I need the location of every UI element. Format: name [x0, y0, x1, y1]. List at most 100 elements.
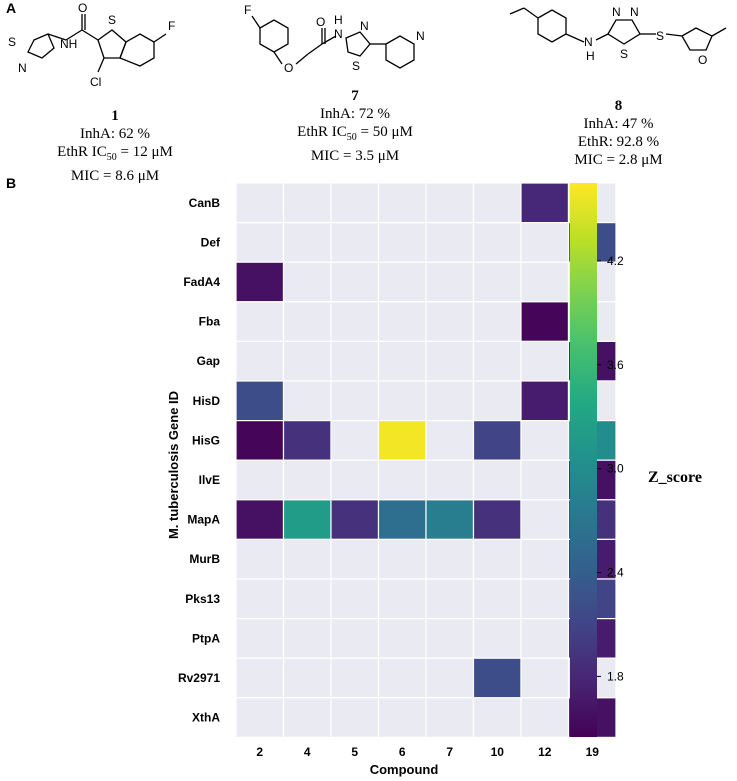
heatmap-cell [235, 459, 285, 501]
heatmap-cells [235, 182, 617, 738]
y-tick-label: IlvE [199, 473, 220, 487]
heatmap-cell [235, 222, 285, 263]
heatmap-cell [235, 657, 285, 699]
heatmap-cell [330, 261, 380, 303]
y-tick-label: PtpA [192, 631, 220, 645]
heatmap-cell [330, 459, 380, 501]
heatmap-cell [520, 222, 570, 263]
x-tick-label: 2 [256, 745, 263, 759]
heatmap-cell [520, 261, 570, 303]
mic-value: MIC = 2.8 μM [574, 152, 663, 168]
atom-o: O [698, 53, 707, 67]
heatmap-cell [235, 182, 285, 224]
atom-o: O [284, 61, 293, 75]
y-tick-label: MapA [187, 513, 220, 527]
heatmap-cell [425, 222, 475, 263]
atom-h: H [586, 49, 595, 63]
y-tick-label: MurB [189, 552, 220, 566]
heatmap-cell [377, 538, 427, 580]
heatmap-cell [330, 380, 380, 422]
heatmap-cell [235, 617, 285, 659]
heatmap-cell [330, 617, 380, 659]
heatmap-cell [377, 182, 427, 224]
heatmap-cell [425, 578, 475, 620]
colorbar-tick-label: 2.4 [607, 566, 624, 580]
heatmap-cell [425, 697, 475, 738]
atom-n: N [612, 5, 621, 19]
heatmap-cell [282, 261, 332, 303]
atom-n: N [416, 29, 425, 43]
heatmap-cell [520, 459, 570, 501]
y-tick-label: Def [201, 235, 221, 249]
heatmap-cell [330, 420, 380, 461]
mic-value: MIC = 3.5 μM [310, 148, 400, 164]
heatmap-cell [472, 420, 522, 461]
atom-n: N [18, 61, 27, 75]
atom-s: S [620, 47, 628, 61]
atom-s: S [352, 59, 360, 73]
heatmap-cell [330, 657, 380, 699]
heatmap-cell [520, 420, 570, 461]
heatmap-cell [520, 617, 570, 659]
ethr-value: EthR IC50 = 12 μM [57, 144, 173, 163]
heatmap-cell [330, 538, 380, 580]
heatmap-cell [282, 657, 332, 699]
ethr-value: EthR IC50 = 50 μM [297, 124, 413, 143]
heatmap-cell [425, 657, 475, 699]
heatmap-cell [282, 538, 332, 580]
heatmap-cell [472, 261, 522, 303]
inha-value: InhA: 72 % [320, 106, 390, 122]
heatmap-cell [425, 459, 475, 501]
heatmap-cell [377, 340, 427, 382]
heatmap-cell [520, 657, 570, 699]
compound-7: F O O H N N S N 7 InhA: 72 % EthR IC50 =… [230, 0, 480, 165]
heatmap-cell [282, 380, 332, 422]
y-tick-label: CanB [189, 196, 221, 210]
colorbar-label: Z_score [648, 469, 702, 486]
heatmap-cell [282, 499, 332, 540]
compound-number: 8 [614, 98, 623, 114]
heatmap-cell [377, 261, 427, 303]
mic-value: MIC = 8.6 μM [70, 168, 160, 184]
heatmap-cell [472, 182, 522, 224]
heatmap-cell [425, 617, 475, 659]
heatmap-cell [282, 459, 332, 501]
heatmap-cell [377, 657, 427, 699]
colorbar-ticks: 4.2 3.6 3.0 2.4 1.8 [597, 254, 624, 683]
heatmap-cell [520, 697, 570, 738]
heatmap-cell [425, 340, 475, 382]
heatmap-cell [377, 617, 427, 659]
y-tick-label: HisG [192, 433, 220, 447]
x-tick-label: 10 [491, 745, 505, 759]
heatmap-cell [330, 301, 380, 342]
y-tick-label: Pks13 [185, 592, 220, 606]
heatmap-cell [330, 697, 380, 738]
heatmap-cell [330, 499, 380, 540]
heatmap-cell [472, 380, 522, 422]
heatmap-cell [282, 340, 332, 382]
compound-8: N N N H S S O 8 InhA: 47 % EthR: 92.8 % … [500, 0, 737, 169]
heatmap-cell [282, 222, 332, 263]
x-axis-label: Compound [370, 762, 439, 777]
compound-8-structure: N N N H S S O [509, 5, 727, 67]
heatmap-cell [377, 380, 427, 422]
heatmap-cell [235, 380, 285, 422]
inha-value: InhA: 47 % [583, 116, 654, 132]
ethr-value: EthR: 92.8 % [577, 134, 660, 150]
x-tick-label: 12 [538, 745, 552, 759]
x-tick-label: 5 [351, 745, 358, 759]
panel-b-label: B [6, 175, 17, 191]
heatmap-cell [425, 182, 475, 224]
heatmap-cell [520, 380, 570, 422]
y-tick-labels: CanB Def FadA4 Fba Gap HisD HisG IlvE MapA MurB Pk… [178, 196, 221, 725]
heatmap-cell [472, 617, 522, 659]
x-tick-label: 19 [586, 745, 600, 759]
y-tick-label: XthA [192, 711, 220, 725]
heatmap-cell [235, 261, 285, 303]
atom-n: N [360, 19, 369, 33]
heatmap-cell [330, 578, 380, 620]
heatmap-cell [520, 340, 570, 382]
heatmap-cell [377, 222, 427, 263]
atom-nh: NH [60, 37, 77, 51]
